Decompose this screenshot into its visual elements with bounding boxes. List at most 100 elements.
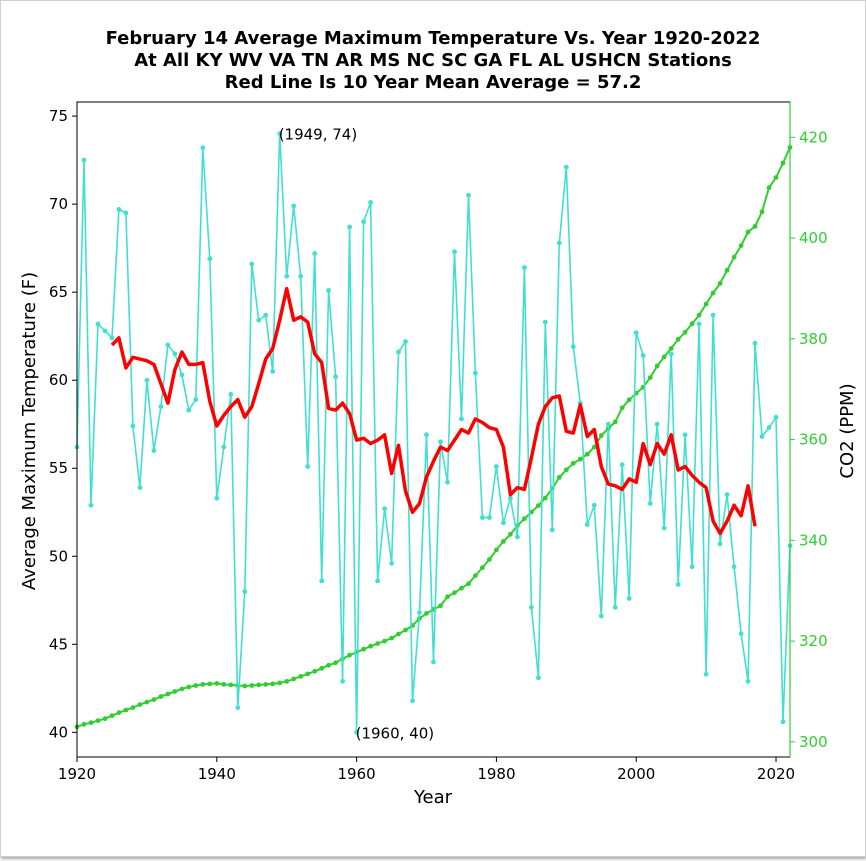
co2-point — [186, 684, 192, 690]
temperature-point — [731, 564, 737, 570]
temperature-point — [752, 340, 758, 346]
co2-point — [459, 585, 464, 591]
temperature-point — [354, 729, 359, 735]
co2-point — [522, 516, 527, 522]
co2-point — [584, 451, 590, 457]
co2-point — [193, 683, 199, 688]
temperature-point — [396, 349, 401, 355]
x-tick-label: 1920 — [58, 765, 96, 783]
temperature-point — [536, 675, 541, 681]
temperature-point — [326, 288, 331, 293]
temperature-point — [759, 434, 765, 439]
co2-point — [577, 456, 583, 462]
temperature-point — [438, 439, 443, 445]
temperature-point — [368, 200, 373, 205]
temperature-point — [647, 501, 653, 506]
co2-point — [494, 547, 499, 553]
co2-point — [123, 707, 129, 713]
temperature-point — [340, 678, 345, 684]
co2-point — [228, 682, 234, 688]
y-tick-label: 65 — [49, 283, 68, 301]
co2-point — [172, 689, 178, 694]
x-tick-label: 1960 — [338, 765, 376, 783]
temperature-point — [598, 613, 604, 619]
co2-point — [717, 281, 723, 286]
temperature-point — [689, 564, 695, 570]
temperature-point — [291, 203, 297, 209]
co2-point — [473, 573, 478, 578]
mean-series — [110, 286, 757, 536]
temperature-point — [361, 219, 366, 225]
mean-line — [110, 286, 757, 536]
co2-point — [563, 467, 569, 473]
temperature-point — [549, 527, 555, 533]
y-tick-label: 75 — [49, 107, 68, 125]
temperature-point — [389, 560, 394, 566]
co2-point — [249, 683, 255, 688]
temperature-point — [717, 541, 723, 547]
co2-point — [536, 503, 541, 508]
temperature-point — [270, 369, 276, 374]
x-tick-label: 2020 — [757, 765, 795, 783]
temperature-point — [256, 317, 262, 323]
co2-point — [319, 665, 325, 671]
temperature-point — [417, 610, 422, 615]
co2-point — [452, 590, 457, 596]
temperature-point — [591, 502, 597, 508]
co2-point — [591, 444, 597, 450]
co2-axis-label: CO2 (PPM) — [837, 383, 858, 478]
co2-point — [731, 254, 737, 260]
co2-point — [570, 460, 576, 466]
point-annotation: (1949, 74) — [279, 126, 358, 144]
co2-point — [752, 224, 758, 229]
temperature-point — [445, 479, 450, 485]
temperature-point — [487, 515, 492, 520]
co2-point — [207, 681, 213, 687]
temperature-point — [654, 421, 660, 427]
co2-point — [780, 160, 786, 166]
temperature-point — [494, 464, 499, 469]
co2-point — [396, 631, 401, 637]
temperature-point — [501, 520, 506, 526]
temperature-point — [529, 604, 534, 610]
temperature-point — [179, 372, 185, 378]
co2-point — [661, 354, 667, 360]
co2-point — [556, 475, 562, 480]
temperature-point — [151, 448, 157, 453]
co2-point — [724, 267, 730, 273]
temperature-point — [522, 265, 527, 270]
temperature-point — [410, 698, 415, 704]
co2-point — [361, 646, 366, 652]
temperature-point — [480, 515, 485, 520]
co2-point — [668, 346, 674, 351]
temperature-point — [88, 502, 94, 508]
x-tick-label: 1980 — [477, 765, 515, 783]
temperature-point — [556, 240, 562, 246]
temperature-point — [612, 604, 618, 610]
axes-layer: 1920 1940 1960 1980 2000 2020 40 45 50 55 60 65 70 75… — [49, 107, 828, 783]
temperature-point — [473, 370, 478, 376]
temperature-point — [165, 342, 171, 348]
temperature-point — [773, 414, 779, 420]
co2-point — [598, 433, 604, 438]
co2-point — [542, 495, 548, 501]
co2-point — [158, 694, 164, 699]
x-axis-label: Year — [413, 787, 453, 808]
co2-point — [368, 643, 373, 649]
co2-point — [144, 699, 150, 705]
temperature-point — [508, 495, 513, 501]
temperature-point — [738, 631, 744, 637]
temperature-point — [172, 351, 178, 357]
temperature-point — [123, 210, 129, 216]
co2-point — [242, 683, 248, 689]
temperature-point — [563, 164, 569, 170]
series-layer — [74, 131, 793, 735]
temperature-point — [710, 312, 716, 318]
temperature-point — [221, 444, 227, 450]
temperature-point — [570, 344, 576, 350]
temperature-point — [95, 321, 101, 327]
co2-point — [214, 681, 220, 686]
co2-point — [165, 691, 171, 697]
